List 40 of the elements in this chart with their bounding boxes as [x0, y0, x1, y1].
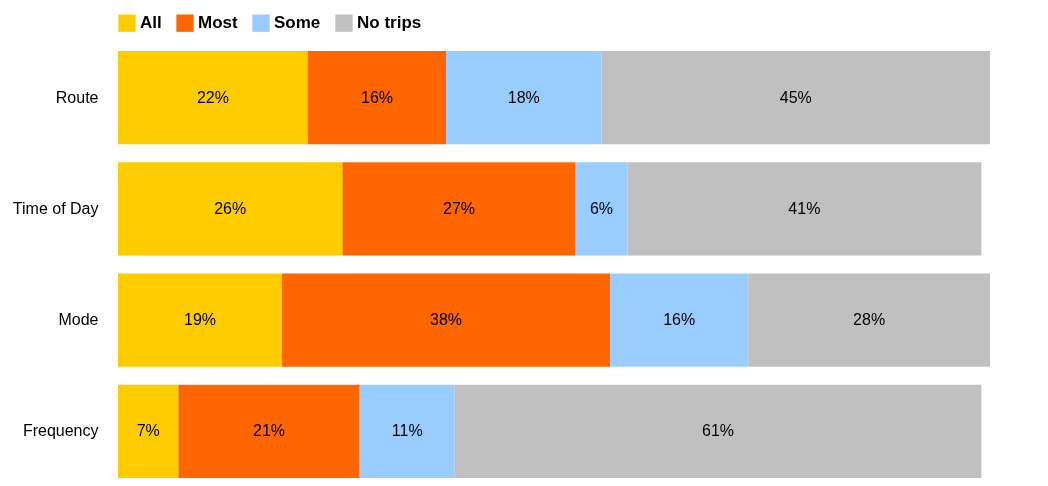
- legend-label: All: [140, 13, 162, 33]
- bar: [282, 273, 611, 367]
- bar: [118, 273, 283, 367]
- y-tick-label: Time of Day: [12, 199, 99, 217]
- bar: [575, 162, 628, 256]
- bar: [118, 50, 308, 145]
- data-label: 19%: [184, 311, 217, 329]
- bar: [307, 50, 447, 145]
- data-label: 38%: [430, 311, 463, 329]
- bar: [454, 384, 982, 479]
- data-label: 45%: [779, 88, 812, 106]
- data-label: 22%: [196, 88, 229, 106]
- legend-label: Most: [198, 13, 238, 33]
- bar: [342, 162, 576, 256]
- bar: [627, 162, 982, 256]
- bar: [748, 273, 990, 367]
- bar: [118, 162, 343, 256]
- y-tick-label: Mode: [58, 311, 99, 329]
- data-label: 16%: [663, 311, 696, 329]
- bar: [359, 384, 455, 479]
- legend-label: No trips: [357, 13, 422, 33]
- data-label: 16%: [360, 88, 394, 106]
- data-label: 21%: [253, 422, 286, 440]
- data-label: 28%: [853, 311, 886, 329]
- bar: [178, 384, 360, 479]
- bar: [118, 384, 179, 479]
- bar: [446, 50, 602, 145]
- data-label: 27%: [443, 199, 476, 217]
- bar: [610, 273, 749, 367]
- legend-label: Some: [274, 13, 321, 33]
- y-tick-label: Frequency: [22, 422, 99, 440]
- data-label: 41%: [788, 199, 821, 217]
- data-label: 7%: [136, 422, 160, 440]
- y-tick-label: Route: [55, 88, 99, 106]
- data-label: 6%: [589, 199, 614, 217]
- data-label: 26%: [214, 199, 247, 217]
- data-label: 18%: [507, 88, 540, 106]
- data-label: 11%: [391, 422, 423, 440]
- data-label: 61%: [702, 422, 735, 440]
- bar: [601, 50, 990, 145]
